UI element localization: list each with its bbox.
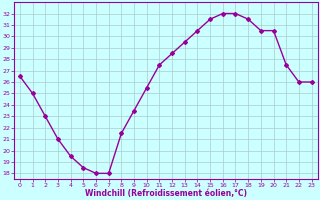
X-axis label: Windchill (Refroidissement éolien,°C): Windchill (Refroidissement éolien,°C) (85, 189, 247, 198)
